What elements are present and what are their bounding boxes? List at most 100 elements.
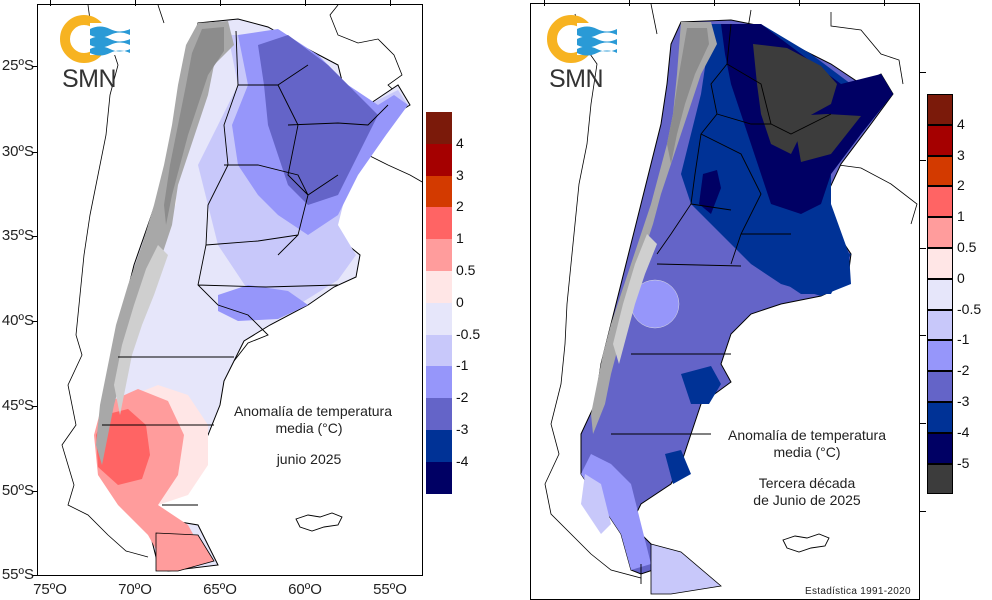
legend-label: 2 — [957, 177, 965, 194]
smn-logo: SMN — [547, 13, 619, 99]
anomaly-blob-minus1-patagonia — [630, 279, 680, 329]
legend-swatch — [927, 155, 953, 187]
malvinas-islands-outline — [295, 512, 343, 532]
legend-label: -4 — [456, 452, 469, 469]
lat-tick — [920, 511, 926, 512]
right-caption-period-line2: de Junio de 2025 — [753, 492, 861, 508]
lon-tick — [884, 0, 885, 6]
lon-label-60o: 60ºO — [288, 581, 322, 598]
lat-label-25s: 25ºS — [1, 57, 34, 74]
legend-label: 3 — [957, 146, 965, 163]
legend-label: -0.5 — [957, 300, 982, 317]
legend-swatch — [927, 278, 953, 310]
lat-tick — [32, 491, 38, 492]
lat-label-55s: 55ºS — [1, 566, 34, 583]
lat-label-35s: 35ºS — [1, 227, 34, 244]
andes-terrain-high — [667, 28, 709, 164]
andes-terrain-high — [164, 27, 224, 225]
left-caption-title-line1: Anomalía de temperatura — [234, 403, 392, 419]
legend-swatch — [927, 94, 953, 125]
legend-label: -0.5 — [456, 325, 481, 342]
legend-swatch — [426, 143, 452, 176]
legend-swatch — [927, 186, 953, 218]
smn-logo-text: SMN — [62, 65, 117, 93]
lat-tick — [32, 575, 38, 576]
lon-tick — [135, 0, 136, 6]
legend-swatch — [927, 124, 953, 156]
andes-terrain-low — [613, 234, 657, 364]
legend-swatch — [426, 207, 452, 240]
anomaly-band-minus05-south — [581, 474, 611, 534]
anomaly-blob-minus3-coast1 — [681, 366, 721, 404]
anomaly-blob-minus4-center — [699, 170, 721, 214]
legend-swatch — [927, 432, 953, 464]
legend-label: 4 — [957, 115, 965, 132]
right-caption-period-line1: Tercera década — [758, 475, 856, 491]
anomaly-band-minus5 — [753, 44, 837, 154]
legend-label: 4 — [456, 134, 464, 151]
lon-tick — [220, 0, 221, 6]
bolivia-border-outline — [157, 5, 411, 106]
lat-tick — [32, 321, 38, 322]
lat-tick — [920, 248, 926, 249]
legend-label: -2 — [957, 362, 970, 379]
tierra-del-fuego-outline — [650, 543, 722, 595]
legend-swatch — [426, 430, 452, 462]
legend-label: 0 — [957, 269, 965, 286]
right-map-frame: SMN Anomalía de temperatura media (°C) T… — [530, 3, 920, 600]
legend-label: -2 — [456, 389, 469, 406]
lat-tick — [32, 406, 38, 407]
smn-logo-icon — [547, 15, 617, 63]
statistics-credit: Estadística 1991-2020 — [805, 586, 911, 597]
legend-swatch — [426, 461, 452, 494]
andes-terrain — [96, 21, 234, 465]
lon-tick — [305, 0, 306, 6]
lat-tick — [32, 236, 38, 237]
legend-label: 2 — [456, 198, 464, 215]
legend-label: -5 — [957, 454, 970, 471]
legend-swatch — [927, 371, 953, 402]
lat-label-30s: 30ºS — [1, 143, 34, 160]
legend-label: 0.5 — [456, 262, 476, 278]
anomaly-band-minus3 — [258, 35, 378, 205]
lon-tick — [50, 0, 51, 6]
lat-tick — [920, 72, 926, 73]
legend-swatch — [927, 463, 953, 495]
anomaly-band-plus1 — [96, 409, 150, 485]
anomaly-band-minus5-east — [793, 114, 861, 162]
legend-label: 3 — [456, 166, 464, 183]
legend-swatch — [927, 217, 953, 248]
legend-swatch — [426, 366, 452, 399]
chile-coast-outline — [61, 5, 149, 558]
left-caption-title-line2: media (°C) — [275, 420, 343, 436]
lon-label-65o: 65ºO — [203, 581, 237, 598]
malvinas-islands-outline — [782, 533, 830, 553]
left-map-frame: SMN Anomalía de temperatura media (°C) j… — [37, 4, 423, 576]
lat-tick — [920, 160, 926, 161]
province-boundaries — [102, 30, 389, 506]
legend-swatch — [426, 302, 452, 335]
legend-label: 1 — [456, 230, 464, 247]
anomaly-blob-minus3-coast2 — [665, 450, 691, 484]
legend-label: -1 — [456, 357, 469, 374]
legend-swatch — [927, 340, 953, 372]
andes-terrain-low — [114, 245, 168, 415]
left-caption-period: junio 2025 — [276, 451, 342, 467]
legend-label: -3 — [456, 421, 469, 437]
lon-tick — [799, 0, 800, 6]
lon-tick — [714, 0, 715, 6]
legend-swatch — [426, 398, 452, 430]
right-anomaly-map — [544, 4, 918, 595]
anomaly-blob-minus2-south — [218, 285, 308, 321]
legend-label: 1 — [957, 208, 965, 225]
left-map-caption: Anomalía de temperatura media (°C) junio… — [234, 403, 392, 468]
lat-tick — [32, 66, 38, 67]
right-caption-title-line2: media (°C) — [773, 444, 841, 460]
left-anomaly-map — [61, 5, 422, 572]
legend-swatch — [426, 271, 452, 303]
legend-swatch — [927, 309, 953, 341]
legend-swatch — [426, 112, 452, 144]
uruguay-border-outline — [367, 154, 422, 183]
lat-tick — [920, 423, 926, 424]
right-caption-title-line1: Anomalía de temperatura — [728, 427, 886, 443]
